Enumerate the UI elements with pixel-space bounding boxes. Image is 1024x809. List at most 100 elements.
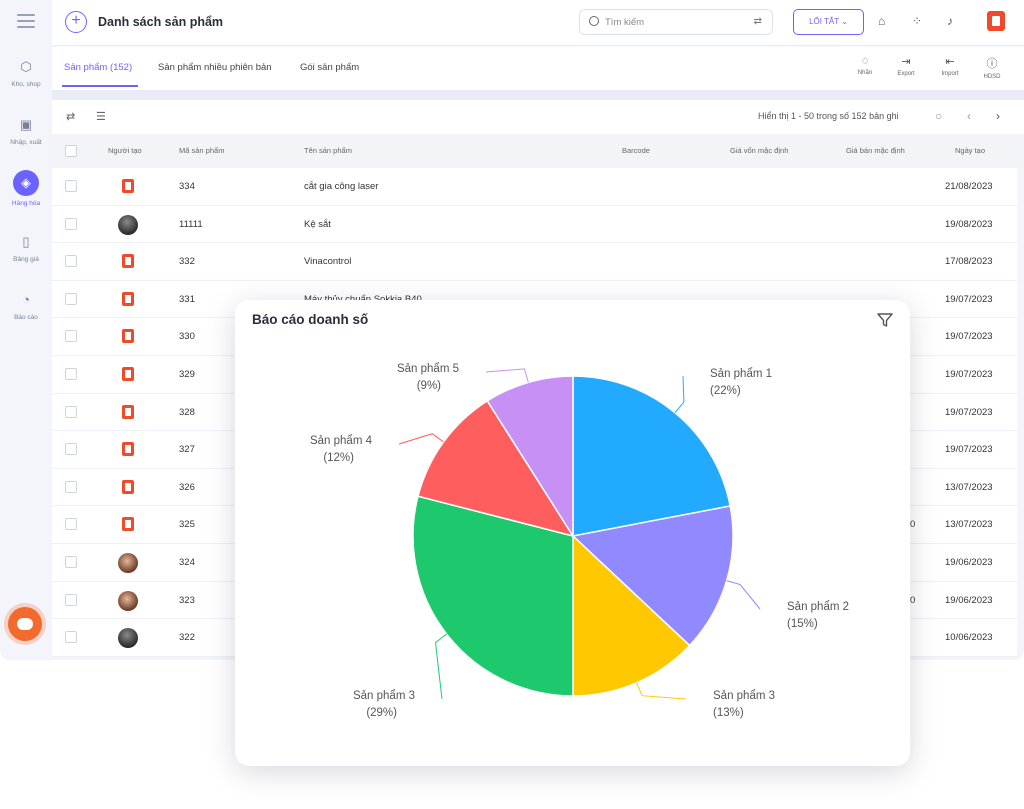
sliders-icon[interactable]: ⇄ bbox=[753, 16, 762, 27]
row-checkbox[interactable] bbox=[65, 443, 77, 456]
prev-page-icon[interactable]: ‹ bbox=[967, 109, 971, 123]
pie-slice-percent: (12%) bbox=[323, 452, 354, 464]
shortcut-dropdown[interactable]: LỐI TẮT ⌄ bbox=[793, 9, 864, 35]
created-date: 21/08/2023 bbox=[945, 181, 993, 192]
product-code: 331 bbox=[179, 293, 195, 305]
pie-slice[interactable] bbox=[572, 534, 691, 697]
add-product-button[interactable]: + bbox=[65, 11, 87, 33]
tool-label: HDSD bbox=[983, 74, 1001, 80]
row-checkbox[interactable] bbox=[65, 518, 77, 531]
record-count: Hiển thị 1 - 50 trong số 152 bản ghi bbox=[758, 111, 899, 121]
pie-leader-line bbox=[485, 368, 529, 383]
active-tab-indicator bbox=[62, 85, 138, 87]
product-code: 325 bbox=[179, 519, 195, 531]
creator-avatar bbox=[122, 517, 134, 532]
col-barcode[interactable]: Barcode bbox=[622, 146, 650, 155]
product-code: 328 bbox=[179, 406, 195, 418]
created-date: 19/07/2023 bbox=[945, 444, 993, 456]
row-checkbox[interactable] bbox=[65, 405, 77, 418]
sidebar-item-bang-gia[interactable]: ▯ Bảng giá bbox=[0, 232, 52, 263]
pie-slice[interactable] bbox=[571, 505, 734, 647]
pie-slice[interactable] bbox=[572, 375, 732, 537]
row-checkbox[interactable] bbox=[65, 292, 77, 305]
pie-slice[interactable] bbox=[417, 399, 575, 538]
sidebar-item-hang-hoa[interactable]: ◈ Hàng hóa bbox=[0, 170, 52, 207]
row-checkbox[interactable] bbox=[65, 555, 77, 568]
creator-avatar bbox=[122, 179, 134, 193]
help-button[interactable]: ⓘ HDSD bbox=[972, 55, 1012, 80]
truck-icon: ▣ bbox=[19, 117, 33, 132]
col-ten-san-pham[interactable]: Tên sản phẩm bbox=[304, 146, 352, 155]
product-name: Vinacontrol bbox=[304, 256, 352, 268]
search-placeholder: Tìm kiếm bbox=[605, 17, 645, 28]
sidebar-item-label: Bảng giá bbox=[13, 256, 39, 263]
search-input[interactable]: Tìm kiếm ⇄ bbox=[579, 9, 773, 35]
product-code: 329 bbox=[179, 368, 195, 380]
col-gia-ban[interactable]: Giá bán mặc định bbox=[846, 146, 905, 155]
pie-leader-line bbox=[674, 375, 685, 414]
row-checkbox[interactable] bbox=[65, 367, 77, 380]
col-gia-von[interactable]: Giá vốn mặc định bbox=[730, 146, 789, 155]
row-checkbox[interactable] bbox=[65, 180, 77, 192]
next-page-icon[interactable]: › bbox=[996, 109, 1000, 123]
gift-icon: ◈ bbox=[13, 170, 39, 196]
tool-label: Export bbox=[897, 71, 915, 77]
import-button[interactable]: ⇤ Import bbox=[930, 55, 970, 77]
table-header: Người tạo Mã sản phẩm Tên sản phẩm Barco… bbox=[52, 134, 1017, 168]
brand-logo[interactable] bbox=[987, 11, 1005, 31]
created-date: 10/06/2023 bbox=[945, 632, 993, 644]
export-button[interactable]: ⇥ Export bbox=[886, 55, 926, 77]
list-view-icon[interactable]: ☰ bbox=[96, 111, 106, 123]
product-code: 324 bbox=[179, 556, 195, 568]
pie-slice[interactable] bbox=[412, 495, 574, 697]
created-date: 19/08/2023 bbox=[945, 218, 993, 230]
row-checkbox[interactable] bbox=[65, 480, 77, 493]
import-icon: ⇤ bbox=[945, 56, 955, 68]
support-chat-button[interactable] bbox=[8, 607, 42, 641]
filter-icon[interactable] bbox=[876, 311, 894, 334]
sales-report-card: Báo cáo doanh số Sản phẩm 1 (22%) Sản phẩm… bbox=[235, 300, 910, 766]
bell-icon[interactable]: ♪ bbox=[947, 14, 953, 28]
report-title: Báo cáo doanh số bbox=[252, 312, 369, 327]
row-checkbox[interactable] bbox=[65, 255, 77, 268]
creator-avatar bbox=[122, 442, 134, 457]
pie-slice-label: Sản phẩm 1 bbox=[710, 368, 772, 380]
sale-price: 0 bbox=[910, 519, 916, 531]
created-date: 13/07/2023 bbox=[945, 481, 993, 493]
sliders-icon[interactable]: ⇄ bbox=[66, 111, 76, 123]
table-row[interactable]: 334 cắt gia công laser 21/08/2023 bbox=[52, 168, 1017, 206]
col-nguoi-tao[interactable]: Người tạo bbox=[108, 146, 142, 155]
label-button[interactable]: ◌ Nhãn bbox=[845, 55, 885, 76]
product-name: Máy thủy chuẩn Sokkia B40 bbox=[304, 294, 422, 305]
creator-avatar bbox=[118, 214, 138, 235]
search-icon[interactable]: ○ bbox=[935, 109, 943, 123]
pie-slice-percent: (22%) bbox=[710, 385, 741, 397]
table-row[interactable]: 11111 Kệ sắt 19/08/2023 bbox=[52, 205, 1017, 244]
row-checkbox[interactable] bbox=[65, 631, 77, 644]
select-all-checkbox[interactable] bbox=[65, 145, 77, 157]
row-checkbox[interactable] bbox=[65, 217, 77, 230]
menu-icon[interactable] bbox=[17, 14, 35, 28]
row-checkbox[interactable] bbox=[65, 330, 77, 343]
apps-grid-icon[interactable]: ⁘ bbox=[912, 14, 923, 28]
table-row[interactable]: 332 Vinacontrol 17/08/2023 bbox=[52, 243, 1017, 281]
tab-san-pham-nhieu-phien-ban[interactable]: Sản phẩm nhiều phiên bản bbox=[158, 62, 272, 73]
box-icon: ⬡ bbox=[20, 59, 32, 74]
sidebar-item-bao-cao[interactable]: ◔ Báo cáo bbox=[0, 290, 52, 321]
home-icon[interactable]: ⌂ bbox=[878, 14, 886, 28]
sidebar-item-nhap-xuat[interactable]: ▣ Nhập, xuất bbox=[0, 115, 52, 146]
section-divider bbox=[52, 90, 1024, 100]
tab-goi-san-pham[interactable]: Gói sản phẩm bbox=[300, 62, 360, 73]
col-ngay-tao[interactable]: Ngày tạo bbox=[955, 146, 986, 155]
pie-slice-percent: (13%) bbox=[713, 707, 744, 719]
sidebar-item-kho-shop[interactable]: ⬡ Kho, shop bbox=[0, 57, 52, 88]
pie-leader-line bbox=[398, 433, 444, 445]
col-ma-san-pham[interactable]: Mã sản phẩm bbox=[179, 146, 225, 155]
pie-slice[interactable] bbox=[486, 375, 574, 539]
export-icon: ⇥ bbox=[901, 56, 911, 68]
tab-san-pham[interactable]: Sản phẩm (152) bbox=[64, 62, 133, 73]
pie-slice-label: Sản phẩm 5 bbox=[397, 363, 459, 375]
row-checkbox[interactable] bbox=[65, 593, 77, 606]
creator-avatar bbox=[122, 291, 134, 306]
created-date: 19/07/2023 bbox=[945, 293, 993, 305]
